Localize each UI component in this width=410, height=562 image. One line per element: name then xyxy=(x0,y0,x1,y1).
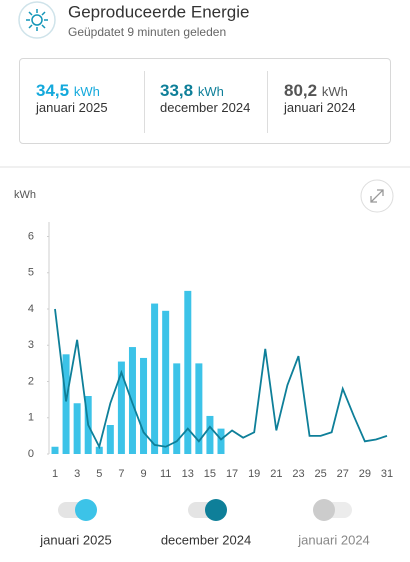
bar xyxy=(51,446,59,454)
bar xyxy=(95,446,103,454)
summary-card: 34,5 kWh januari 2025 33,8 kWh december 202… xyxy=(19,58,391,144)
x-tick-label: 3 xyxy=(74,468,80,480)
summary-unit: kWh xyxy=(197,84,224,99)
x-tick-label: 23 xyxy=(292,468,304,480)
legend-label: januari 2025 xyxy=(39,532,112,547)
divider xyxy=(144,71,145,133)
x-tick-label: 29 xyxy=(359,468,371,480)
summary-unit: kWh xyxy=(321,84,348,99)
y-axis-label: kWh xyxy=(14,189,36,201)
legend-toggle[interactable]: januari 2024 xyxy=(297,499,370,547)
x-tick-label: 19 xyxy=(248,468,260,480)
bar xyxy=(151,303,159,454)
y-tick-label: 5 xyxy=(28,267,34,279)
bar xyxy=(195,363,203,454)
divider xyxy=(267,71,268,133)
summary-value: 80,2 xyxy=(284,81,318,100)
legend-toggle[interactable]: december 2024 xyxy=(161,499,251,547)
expand-button[interactable] xyxy=(360,179,394,213)
bar xyxy=(128,347,136,454)
x-tick-label: 15 xyxy=(204,468,216,480)
summary-value: 33,8 xyxy=(160,81,194,100)
legend-label: december 2024 xyxy=(161,532,251,547)
title: Geproduceerde Energie xyxy=(68,2,249,21)
summary-value-row: 33,8 kWh xyxy=(160,81,260,100)
bar xyxy=(62,354,70,454)
y-tick-label: 6 xyxy=(28,230,34,242)
x-tick-label: 25 xyxy=(314,468,326,480)
x-tick-label: 1 xyxy=(52,468,58,480)
summary-label: januari 2024 xyxy=(284,100,356,115)
legend-label: januari 2024 xyxy=(297,532,370,547)
summary-item: 80,2 kWh januari 2024 xyxy=(284,81,384,116)
toggle-knob xyxy=(75,499,97,521)
icon-ring xyxy=(18,1,56,39)
x-tick-label: 5 xyxy=(96,468,102,480)
sun-icon xyxy=(26,9,48,31)
y-tick-label: 1 xyxy=(28,412,34,424)
x-tick-label: 31 xyxy=(381,468,393,480)
bar xyxy=(106,425,114,454)
y-tick-label: 4 xyxy=(28,303,34,315)
bar xyxy=(73,403,81,454)
x-tick-label: 21 xyxy=(270,468,282,480)
bar xyxy=(217,428,225,454)
toggle-knob xyxy=(205,499,227,521)
toggle-knob xyxy=(313,499,335,521)
x-tick-label: 9 xyxy=(140,468,146,480)
bar xyxy=(140,357,148,454)
bar xyxy=(206,415,214,454)
subtitle: Geüpdatet 9 minuten geleden xyxy=(68,25,226,39)
summary-label: januari 2025 xyxy=(36,100,108,115)
summary-unit: kWh xyxy=(73,84,100,99)
line xyxy=(54,308,388,450)
x-tick-label: 13 xyxy=(182,468,194,480)
x-tick-label: 7 xyxy=(118,468,124,480)
y-tick-label: 3 xyxy=(28,339,34,351)
x-tick-label: 17 xyxy=(226,468,238,480)
summary-value-row: 80,2 kWh xyxy=(284,81,384,100)
summary-label: december 2024 xyxy=(160,100,251,115)
summary-item: 34,5 kWh januari 2025 xyxy=(36,81,136,116)
x-tick-label: 27 xyxy=(337,468,349,480)
x-tick-label: 11 xyxy=(160,468,171,480)
y-tick-label: 2 xyxy=(28,375,34,387)
bar xyxy=(117,361,125,454)
y-tick-label: 0 xyxy=(28,448,34,460)
bar xyxy=(162,310,170,454)
summary-value: 34,5 xyxy=(36,81,70,100)
summary-value-row: 34,5 kWh xyxy=(36,81,136,100)
summary-item: 33,8 kWh december 2024 xyxy=(160,81,260,116)
bar xyxy=(184,290,192,454)
bar xyxy=(173,363,181,454)
legend-toggle[interactable]: januari 2025 xyxy=(39,499,112,547)
